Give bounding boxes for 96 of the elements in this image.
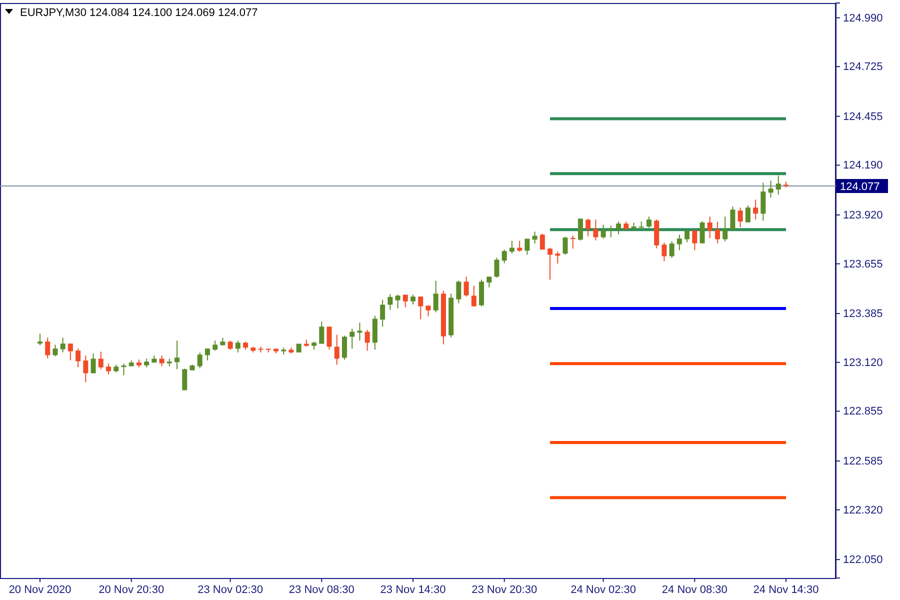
candlestick xyxy=(388,294,393,310)
candlestick xyxy=(768,180,774,198)
candlestick xyxy=(662,242,667,262)
candlestick xyxy=(471,285,476,307)
candlestick xyxy=(502,249,507,264)
x-tick-label: 23 Nov 14:30 xyxy=(380,584,446,596)
candlestick xyxy=(548,247,553,280)
candlestick xyxy=(669,240,674,258)
y-tick-label: 123.655 xyxy=(843,258,883,270)
candlestick xyxy=(532,231,538,244)
candlestick xyxy=(380,299,386,328)
candlestick xyxy=(364,329,370,352)
y-tick-label: 123.385 xyxy=(843,308,883,320)
candlestick xyxy=(464,276,469,298)
x-tick-label: 23 Nov 08:30 xyxy=(288,584,354,596)
candlestick xyxy=(76,348,81,368)
candlestick xyxy=(204,348,210,361)
candlestick xyxy=(60,337,66,353)
candlestick xyxy=(486,276,492,288)
candlestick xyxy=(593,219,598,241)
candlestick xyxy=(326,326,332,350)
y-tick-label: 122.320 xyxy=(843,504,883,516)
candlestick xyxy=(433,280,438,313)
candlestick xyxy=(714,221,720,244)
candlestick xyxy=(540,233,545,250)
candlestick xyxy=(212,340,218,352)
candlestick xyxy=(722,216,728,242)
candlestick xyxy=(646,216,652,228)
candlestick xyxy=(235,340,240,353)
candlestick xyxy=(402,294,408,308)
ref-line-label: 124.077 xyxy=(840,181,880,194)
candlestick xyxy=(730,206,736,230)
candlestick xyxy=(98,351,104,370)
y-tick-label: 124.455 xyxy=(843,110,883,123)
candlestick xyxy=(700,220,705,244)
candlestick xyxy=(68,343,73,361)
candlestick xyxy=(684,229,690,243)
candlestick xyxy=(83,355,88,383)
candlestick xyxy=(692,229,698,251)
y-tick-label: 123.920 xyxy=(843,209,883,222)
x-tick-label: 23 Nov 20:30 xyxy=(472,584,538,596)
x-tick-label: 24 Nov 14:30 xyxy=(753,584,819,596)
candlestick xyxy=(342,335,347,360)
candlestick xyxy=(410,294,416,305)
candlestick xyxy=(616,221,622,235)
candlestick xyxy=(159,355,164,367)
candlestick xyxy=(174,340,180,370)
candlestick xyxy=(570,235,576,250)
chart-title: EURJPY,M30 124.084 124.100 124.069 124.077 xyxy=(20,7,258,19)
candlestick xyxy=(676,234,682,251)
candlestick xyxy=(745,205,750,223)
x-tick-label: 20 Nov 20:30 xyxy=(98,584,164,596)
candlestick xyxy=(494,257,500,278)
candlestick xyxy=(760,182,766,222)
candlestick xyxy=(121,363,126,376)
candlestick xyxy=(426,305,431,317)
candlestick xyxy=(578,218,583,242)
y-tick-label: 122.585 xyxy=(843,455,883,468)
candlestick xyxy=(52,344,58,357)
candlestick xyxy=(509,240,514,254)
x-tick-label: 23 Nov 02:30 xyxy=(198,584,264,596)
candlestick xyxy=(395,294,400,309)
candlestick xyxy=(197,352,202,369)
y-tick-label: 122.050 xyxy=(843,554,883,566)
candlestick xyxy=(334,334,340,366)
candlestick xyxy=(90,353,96,374)
candlestick xyxy=(456,280,462,304)
candlestick xyxy=(600,224,606,240)
x-tick-label: 20 Nov 2020 xyxy=(8,584,72,596)
candlestick xyxy=(707,216,712,239)
candlestick xyxy=(517,240,522,252)
candlestick xyxy=(524,238,530,256)
candlestick xyxy=(228,340,233,350)
candlestick xyxy=(562,236,568,256)
candlestick xyxy=(776,175,781,196)
candlestick xyxy=(479,279,484,307)
y-tick-label: 123.120 xyxy=(843,356,883,369)
candlestick xyxy=(38,333,42,346)
candlestick xyxy=(45,337,50,359)
candlestick xyxy=(418,296,424,320)
candlestick xyxy=(586,218,591,237)
candlestick xyxy=(350,328,355,350)
candlestick xyxy=(738,207,743,228)
x-tick-label: 24 Nov 08:30 xyxy=(662,584,728,596)
candlestick xyxy=(372,315,378,350)
y-tick-label: 122.855 xyxy=(843,406,883,418)
y-tick-label: 124.190 xyxy=(843,160,883,172)
candlestick xyxy=(753,199,758,220)
candlestick xyxy=(106,363,112,375)
y-tick-label: 124.725 xyxy=(843,61,883,74)
candlestick xyxy=(182,368,188,391)
x-tick-label: 24 Nov 02:30 xyxy=(570,584,636,596)
candlestick xyxy=(319,321,324,344)
candlestick xyxy=(357,322,362,342)
y-tick-label: 124.990 xyxy=(843,12,883,24)
candlestick xyxy=(555,251,560,264)
